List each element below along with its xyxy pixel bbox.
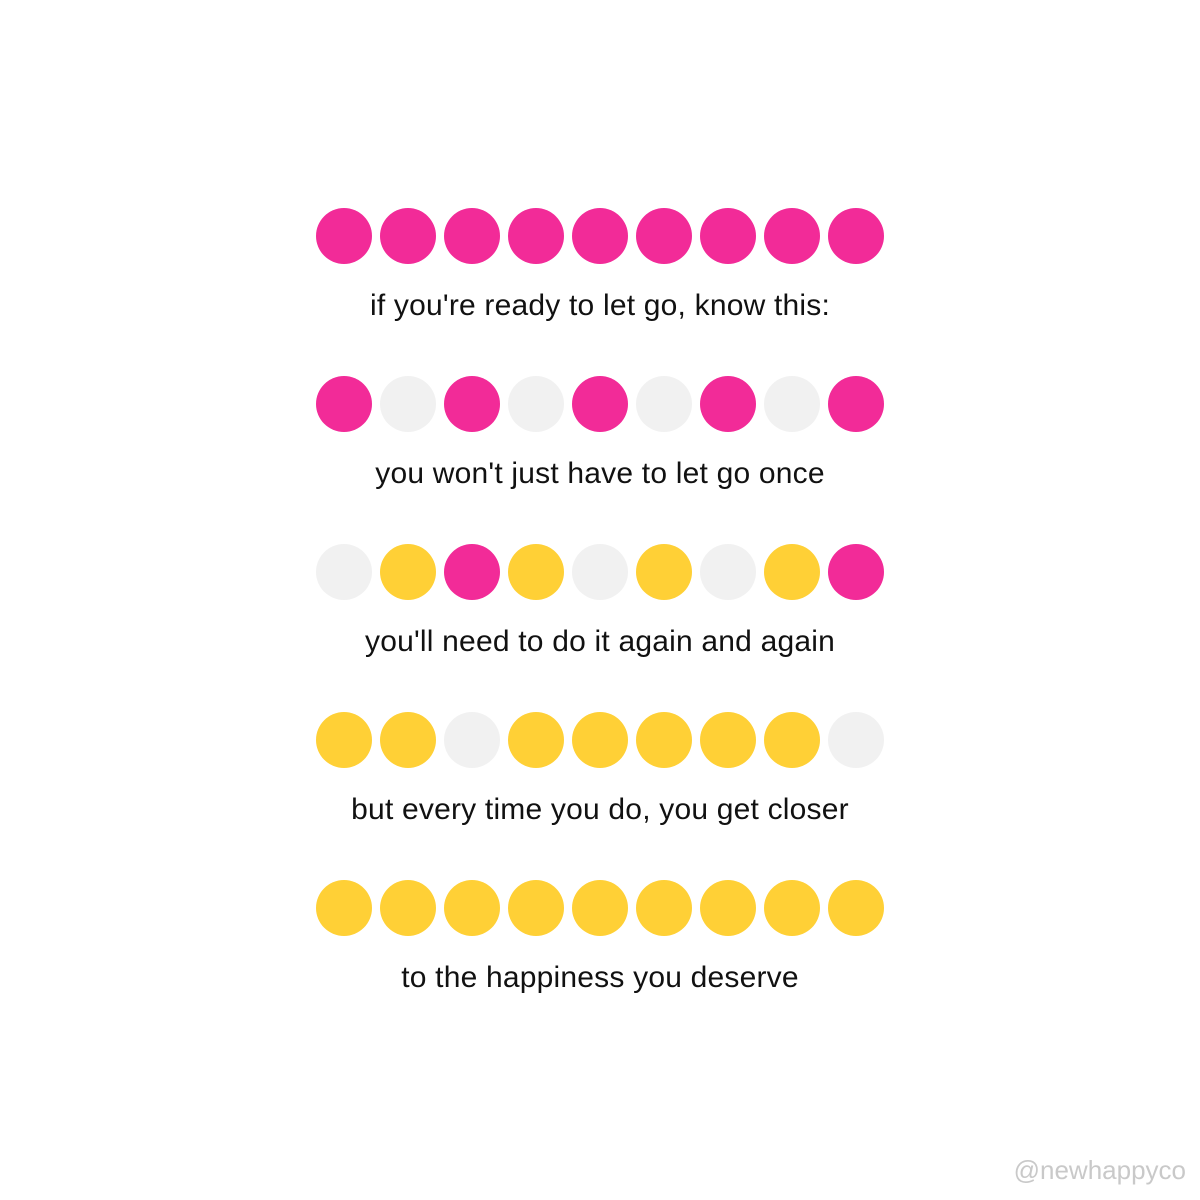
dot-grey [444,712,500,768]
dot-row [316,544,884,600]
watermark-handle: @newhappyco [1013,1155,1186,1185]
dot-pink [316,376,372,432]
dot-grey [572,544,628,600]
dot-yellow [508,544,564,600]
dot-grey [636,376,692,432]
dot-row [316,208,884,264]
dot-yellow [316,712,372,768]
dot-yellow [700,712,756,768]
dot-grey [380,376,436,432]
dot-yellow [700,880,756,936]
dot-pink [700,208,756,264]
dot-pink [508,208,564,264]
dot-yellow [380,712,436,768]
dot-yellow [572,712,628,768]
dot-grey [764,376,820,432]
dot-pink [700,376,756,432]
dot-grey [508,376,564,432]
dot-row [316,880,884,936]
dot-pink [828,376,884,432]
caption-line: you won't just have to let go once [375,457,825,490]
dot-yellow [828,880,884,936]
dot-pink [572,208,628,264]
dot-yellow [572,880,628,936]
dot-yellow [444,880,500,936]
caption-line: but every time you do, you get closer [351,793,849,826]
dot-pink [636,208,692,264]
dot-yellow [508,712,564,768]
dot-pink [444,376,500,432]
dot-pink [572,376,628,432]
dot-pink [444,208,500,264]
dot-pink [380,208,436,264]
dot-yellow [380,544,436,600]
caption-line: if you're ready to let go, know this: [369,289,831,322]
dot-yellow [764,712,820,768]
dot-pink [828,208,884,264]
dot-grey [828,712,884,768]
dot-yellow [764,880,820,936]
dot-grey [316,544,372,600]
dot-yellow [636,880,692,936]
dot-yellow [316,880,372,936]
dot-pink [316,208,372,264]
dot-yellow [508,880,564,936]
dot-pink [828,544,884,600]
dot-pink [764,208,820,264]
dot-yellow [764,544,820,600]
dot-yellow [636,712,692,768]
dot-yellow [380,880,436,936]
dot-pink [444,544,500,600]
dot-row [316,376,884,432]
caption-line: you'll need to do it again and again [365,625,835,658]
dot-row [316,712,884,768]
dot-grey [700,544,756,600]
caption-line: to the happiness you deserve [401,961,799,994]
dot-yellow [636,544,692,600]
